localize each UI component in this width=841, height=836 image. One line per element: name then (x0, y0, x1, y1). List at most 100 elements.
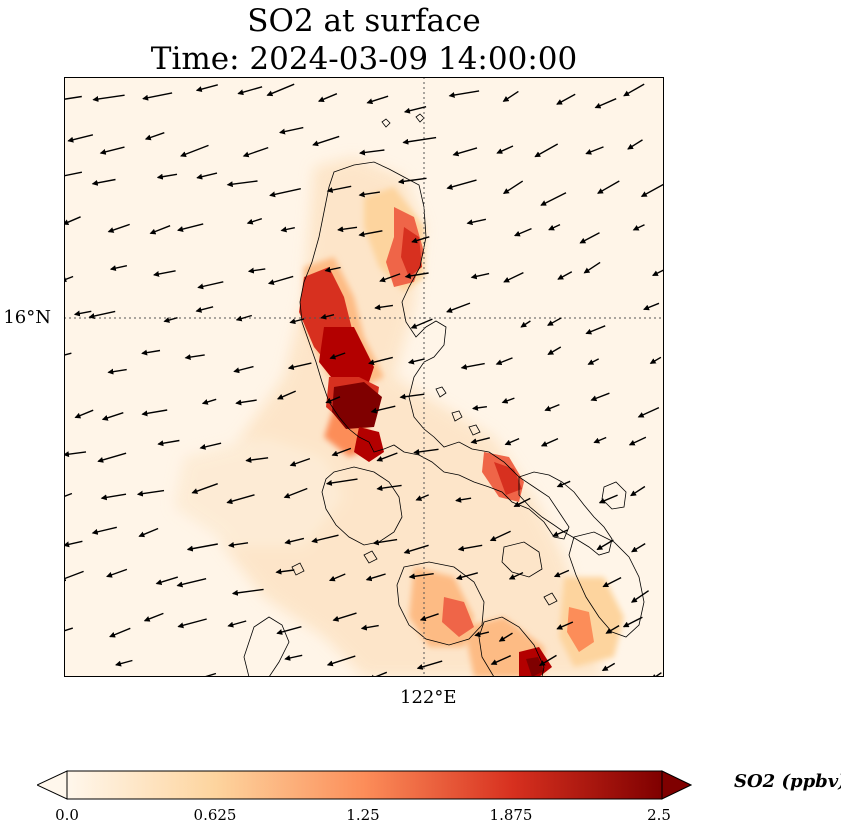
wind-vector-arrow (91, 178, 116, 186)
wind-vector-arrow (331, 447, 352, 457)
colorbar-tick-3: 1.875 (489, 806, 533, 824)
wind-vector-arrow (602, 576, 622, 588)
wind-vector-arrow (411, 236, 430, 244)
wind-vector-arrow (195, 84, 218, 93)
wind-vector-arrow (101, 412, 124, 421)
wind-vector-arrow (628, 436, 647, 446)
wind-vector-arrow (593, 436, 607, 444)
wind-vector-arrow (289, 457, 311, 467)
wind-vector-arrow (267, 275, 294, 285)
wind-vector-arrow (284, 654, 303, 661)
colorbar-tick-2: 1.25 (346, 806, 380, 824)
wind-vector-arrow (176, 578, 207, 588)
colorbar-gradient (66, 770, 663, 800)
wind-vector-arrow (184, 354, 205, 361)
wind-vector-arrow (201, 398, 217, 405)
wind-vector-arrow (64, 492, 73, 498)
wind-vector-arrow (623, 83, 645, 97)
wind-vector-arrow (97, 452, 127, 463)
wind-vector-arrow (88, 310, 116, 319)
wind-vector-arrow (557, 271, 573, 280)
wind-vector-arrow (64, 627, 74, 632)
wind-vector-arrow (64, 451, 87, 458)
wind-vector-arrow (552, 529, 568, 537)
wind-vector-arrow (547, 346, 562, 356)
wind-vector-arrow (640, 183, 664, 198)
wind-vector-arrow (513, 497, 531, 508)
wind-vector-arrow (379, 273, 401, 283)
wind-vector-arrow (332, 612, 357, 622)
wind-vector-arrow (490, 655, 511, 665)
wind-vector-arrow (235, 399, 257, 406)
wind-vector-arrow (280, 226, 295, 233)
colorbar-extend-min (37, 770, 68, 800)
wind-vector-arrow (455, 496, 472, 503)
wind-vector-arrow (556, 480, 571, 488)
wind-vector-arrow (163, 317, 178, 323)
wind-vector-arrow (358, 230, 383, 238)
wind-vector-arrow (448, 90, 480, 98)
wind-vector-arrow (289, 318, 305, 325)
wind-vector-arrow (186, 543, 218, 552)
wind-vector-arrow (242, 146, 269, 158)
wind-vector-arrow (502, 90, 519, 102)
wind-vector-arrow (605, 624, 620, 634)
wind-vector-arrow (452, 147, 478, 157)
wind-vector-arrow (594, 98, 617, 109)
wind-vector-arrow (539, 654, 557, 666)
coastline-northern-islet (381, 118, 391, 128)
wind-vector-arrow (136, 489, 165, 497)
wind-vector-arrow (596, 539, 614, 551)
wind-vector-arrow (329, 352, 346, 360)
wind-vector-arrow (501, 397, 515, 404)
wind-vector-arrow (470, 437, 490, 445)
wind-vector-arrow (410, 318, 433, 329)
wind-vector-arrow (548, 223, 561, 231)
wind-vector-arrow (544, 403, 560, 412)
wind-vector-arrow (246, 218, 263, 225)
wind-vector-arrow (498, 632, 513, 642)
wind-vector-arrow (416, 660, 443, 670)
wind-vector-arrow (627, 139, 643, 150)
wind-vector-arrow (228, 541, 249, 548)
wind-vector-arrow (326, 185, 352, 193)
wind-vector-arrow (520, 320, 531, 328)
coastline-islet-b (451, 410, 463, 422)
wind-vector-arrow (115, 659, 133, 667)
so2-map (64, 77, 664, 677)
wind-vector-arrow (407, 358, 425, 365)
wind-vector-arrow (64, 95, 82, 103)
wind-vector-arrow (556, 93, 576, 105)
wind-vector-arrow (311, 534, 339, 544)
wind-vector-arrow (269, 188, 301, 198)
wind-vector-arrow (141, 409, 168, 417)
wind-vector-arrow (326, 655, 356, 667)
wind-vector-arrow (141, 349, 161, 356)
coastline-islet-e (543, 592, 558, 606)
wind-vector-arrow (547, 317, 562, 326)
wind-vector-arrow (226, 180, 258, 188)
wind-vector-arrow (138, 527, 159, 538)
wind-vector-arrow (374, 304, 394, 311)
wind-vector-arrow (247, 267, 266, 274)
wind-vector-arrow (109, 627, 131, 638)
wind-vector-arrow (585, 325, 606, 335)
wind-vector-arrow (598, 494, 618, 504)
wind-vector-arrow (156, 173, 178, 180)
wind-vector-arrow (276, 390, 296, 400)
wind-vector-arrow (470, 272, 490, 280)
wind-vector-arrow (233, 365, 254, 374)
wind-vector-arrow (504, 437, 520, 446)
wind-vector-arrow (287, 362, 312, 371)
wind-vector-arrow (460, 362, 485, 370)
wind-vector-arrow (177, 223, 204, 232)
coastline-islet-f (291, 562, 305, 576)
wind-vector-arrow (632, 224, 645, 231)
wind-vector-arrow (372, 538, 398, 546)
wind-vector-arrow (266, 83, 295, 97)
wind-vector-arrow (99, 146, 125, 155)
wind-vector-arrow (630, 485, 646, 497)
wind-vector-arrow (579, 232, 600, 244)
wind-vector-arrow (149, 225, 171, 235)
wind-vector-arrow (92, 94, 125, 102)
